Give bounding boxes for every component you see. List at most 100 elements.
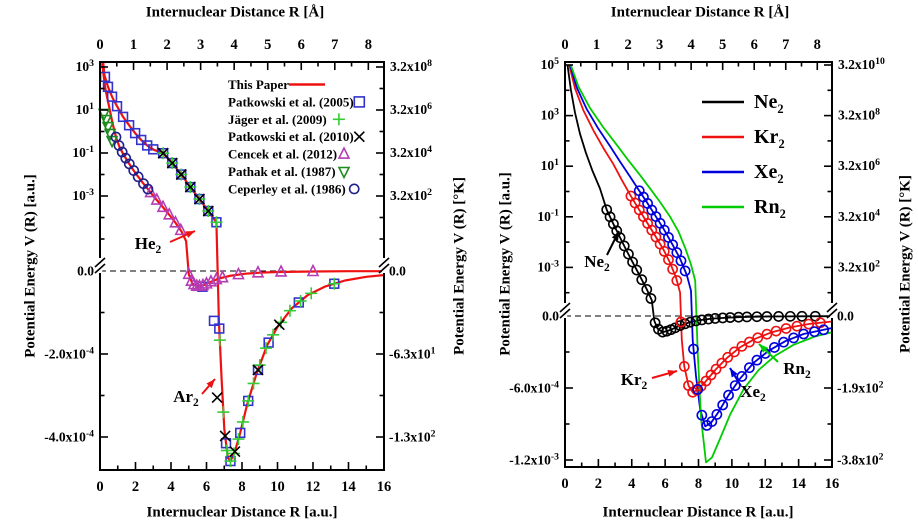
curve-He2 bbox=[101, 63, 384, 288]
markers-ne2-data bbox=[601, 204, 821, 338]
svg-text:14: 14 bbox=[791, 476, 806, 492]
svg-text:3.2x104: 3.2x104 bbox=[838, 208, 880, 224]
svg-text:7: 7 bbox=[331, 37, 338, 53]
svg-text:Rn2: Rn2 bbox=[783, 359, 811, 381]
svg-text:Kr2: Kr2 bbox=[754, 126, 785, 151]
svg-text:10-1: 10-1 bbox=[537, 208, 559, 224]
markers-patkowski-et-al-2010- bbox=[157, 147, 285, 458]
svg-text:0: 0 bbox=[561, 37, 568, 53]
svg-text:101: 101 bbox=[541, 157, 560, 173]
svg-text:-6.3x101: -6.3x101 bbox=[389, 345, 436, 361]
axis-break bbox=[559, 302, 571, 319]
svg-text:6: 6 bbox=[298, 37, 305, 53]
svg-text:Kr2: Kr2 bbox=[621, 370, 648, 392]
svg-text:12: 12 bbox=[758, 476, 773, 492]
svg-text:10-3: 10-3 bbox=[537, 258, 559, 274]
svg-text:3.2x108: 3.2x108 bbox=[390, 58, 432, 74]
svg-text:Xe2: Xe2 bbox=[740, 382, 766, 404]
svg-text:2: 2 bbox=[595, 476, 602, 492]
svg-text:3.2x1010: 3.2x1010 bbox=[838, 56, 885, 72]
svg-text:Patkowski et al. (2005): Patkowski et al. (2005) bbox=[228, 94, 354, 109]
svg-text:-4.0x10-4: -4.0x10-4 bbox=[44, 428, 94, 444]
markers-ceperley-et-al-1986- bbox=[110, 131, 154, 195]
svg-text:3.2x102: 3.2x102 bbox=[838, 258, 880, 274]
svg-text:5: 5 bbox=[264, 37, 271, 53]
right-panel-bottom-axis-title: Internuclear Distance R [a.u.] bbox=[602, 504, 794, 521]
left-panel-left-axis-title: Potential Energy V (R) [a.u.] bbox=[22, 174, 39, 358]
axis-break bbox=[94, 257, 106, 274]
svg-text:8: 8 bbox=[365, 37, 372, 53]
markers-xe2-data bbox=[633, 185, 830, 431]
svg-text:Pathak et al. (1987): Pathak et al. (1987) bbox=[228, 164, 336, 179]
svg-text:3.2x104: 3.2x104 bbox=[390, 144, 432, 160]
curve-Xe2 bbox=[569, 64, 833, 428]
svg-text:16: 16 bbox=[825, 476, 840, 492]
svg-text:0.0: 0.0 bbox=[837, 309, 854, 324]
svg-text:He2: He2 bbox=[135, 234, 162, 256]
svg-text:-3.8x102: -3.8x102 bbox=[837, 451, 884, 467]
curve-Ne2 bbox=[566, 64, 833, 333]
svg-text:Ne2: Ne2 bbox=[754, 91, 784, 116]
svg-text:3.2x106: 3.2x106 bbox=[390, 101, 432, 117]
svg-text:Ceperley et al. (1986): Ceperley et al. (1986) bbox=[228, 181, 346, 196]
left-panel-right-axis-title: Potential Energy V (R) [°K] bbox=[451, 177, 468, 355]
svg-text:4: 4 bbox=[628, 476, 635, 492]
svg-text:Cencek et al. (2012): Cencek et al. (2012) bbox=[228, 147, 337, 162]
svg-text:3: 3 bbox=[656, 37, 663, 53]
svg-text:0: 0 bbox=[561, 476, 568, 492]
markers-kr2-data bbox=[625, 190, 826, 398]
svg-text:-6.0x10-4: -6.0x10-4 bbox=[509, 379, 559, 395]
svg-text:10-1: 10-1 bbox=[72, 144, 94, 160]
svg-text:-1.2x10-3: -1.2x10-3 bbox=[509, 451, 559, 467]
svg-text:3.2x106: 3.2x106 bbox=[838, 157, 880, 173]
right-panel-right-axis-title: Potential Energy V (R) [°K] bbox=[897, 175, 914, 353]
svg-text:2: 2 bbox=[132, 479, 139, 495]
axis-break bbox=[378, 257, 390, 274]
svg-text:This Paper: This Paper bbox=[228, 77, 289, 92]
markers-cencek-et-al-2012- bbox=[144, 184, 320, 292]
svg-text:7: 7 bbox=[782, 37, 789, 53]
svg-text:Rn2: Rn2 bbox=[754, 196, 786, 221]
svg-text:105: 105 bbox=[541, 56, 560, 72]
svg-text:0.0: 0.0 bbox=[77, 264, 94, 279]
svg-text:6: 6 bbox=[203, 479, 210, 495]
svg-text:2: 2 bbox=[163, 37, 170, 53]
svg-text:103: 103 bbox=[541, 106, 560, 122]
right-panel-left-axis-title: Potential Energy V (R) [a.u.] bbox=[497, 172, 514, 356]
markers-j-ger-et-al-2009- bbox=[157, 147, 341, 468]
annotation-rn2: Rn2 bbox=[758, 343, 811, 381]
svg-text:12: 12 bbox=[306, 479, 321, 495]
svg-text:-1.9x102: -1.9x102 bbox=[837, 379, 884, 395]
svg-text:Ne2: Ne2 bbox=[584, 252, 610, 274]
svg-text:16: 16 bbox=[377, 479, 392, 495]
svg-text:0.0: 0.0 bbox=[389, 264, 406, 279]
svg-text:103: 103 bbox=[76, 58, 95, 74]
svg-text:8: 8 bbox=[695, 476, 702, 492]
svg-text:10: 10 bbox=[725, 476, 740, 492]
annotation-xe2: Xe2 bbox=[729, 367, 766, 404]
svg-text:Ar2: Ar2 bbox=[173, 387, 199, 409]
annotation-ne2: Ne2 bbox=[584, 230, 620, 274]
svg-text:8: 8 bbox=[814, 37, 821, 53]
svg-text:Patkowski et al. (2010): Patkowski et al. (2010) bbox=[228, 129, 354, 144]
left-panel-bottom-axis-title: Internuclear Distance R [a.u.] bbox=[146, 504, 338, 521]
svg-text:-2.0x10-4: -2.0x10-4 bbox=[44, 345, 94, 361]
axis-break bbox=[826, 302, 838, 319]
svg-text:3.2x108: 3.2x108 bbox=[838, 106, 880, 122]
svg-text:0: 0 bbox=[96, 479, 103, 495]
svg-text:3: 3 bbox=[197, 37, 204, 53]
svg-text:Xe2: Xe2 bbox=[754, 161, 784, 186]
svg-text:Jäger et al. (2009): Jäger et al. (2009) bbox=[228, 112, 327, 127]
curve-Rn2 bbox=[569, 64, 833, 464]
right-panel-top-axis-title: Internuclear Distance R [Å] bbox=[610, 4, 790, 21]
svg-text:4: 4 bbox=[688, 37, 695, 53]
annotation-kr2: Kr2 bbox=[621, 370, 678, 392]
svg-text:1: 1 bbox=[130, 37, 137, 53]
svg-text:3.2x102: 3.2x102 bbox=[390, 187, 432, 203]
